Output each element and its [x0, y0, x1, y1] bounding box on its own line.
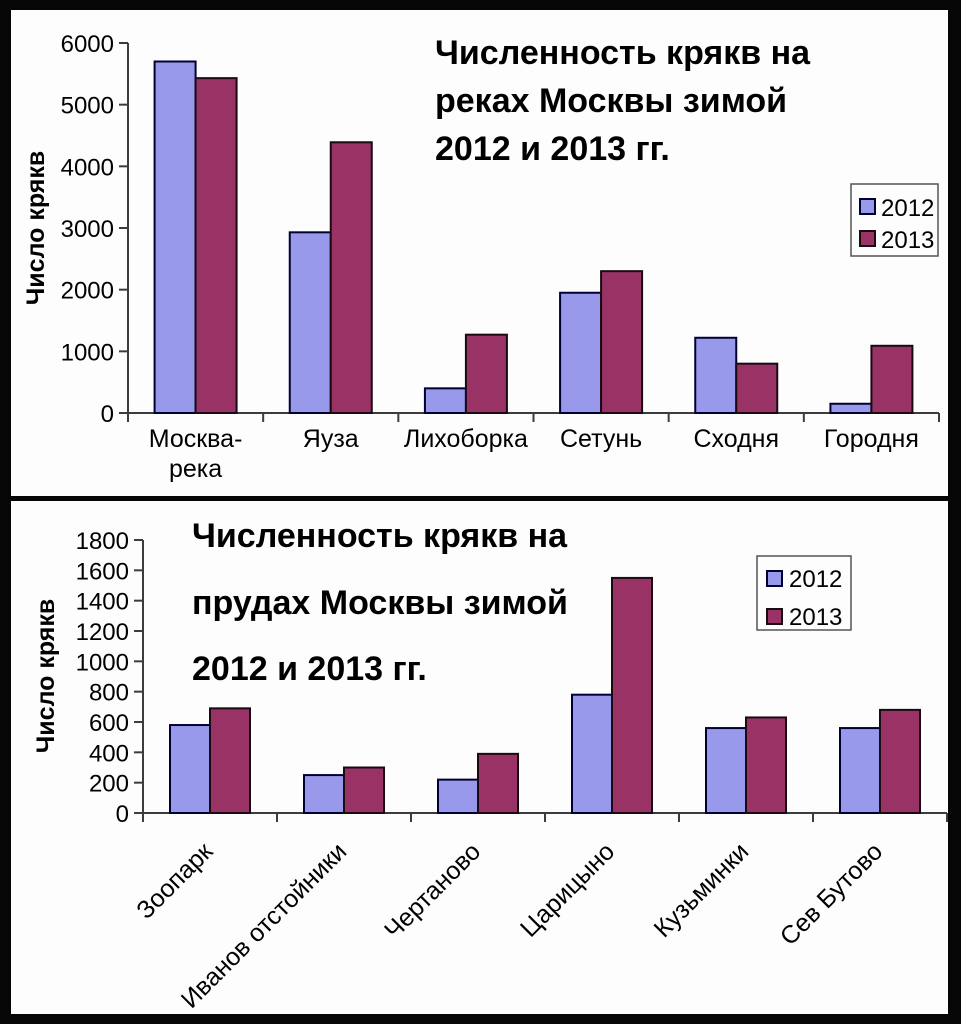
y-tick-label: 800: [89, 680, 129, 707]
chart-title-line: реках Москвы зимой: [435, 82, 787, 120]
legend-swatch-2012: [859, 198, 876, 215]
bar-2013-category-3: [600, 270, 644, 414]
bar-2013-category-1: [343, 766, 385, 814]
y-tick-label: 4000: [61, 154, 114, 181]
bar-2012-category-3: [571, 693, 613, 814]
y-tick-label: 1000: [76, 649, 129, 676]
y-axis-title: Число крякв: [32, 599, 60, 754]
legend-swatch-2013: [766, 608, 783, 625]
chart-title-line: 2012 и 2013 гг.: [192, 650, 427, 688]
y-tick-label: 0: [116, 801, 129, 828]
bar-2013-category-0: [194, 77, 238, 415]
bar-2012-category-0: [169, 724, 211, 815]
y-tick-label: 1200: [76, 619, 129, 646]
x-category-label: Москва-: [149, 425, 243, 453]
y-tick-label: 2000: [61, 278, 114, 305]
bar-2013-category-3: [611, 576, 653, 814]
x-category-label: Сходня: [693, 425, 779, 453]
ponds-bar-chart: Численность крякв на прудах Москвы зимой 2…: [32, 517, 948, 1014]
bar-2012-category-0: [153, 60, 197, 414]
bar-2012-category-4: [705, 727, 747, 814]
y-tick-label: 1600: [76, 558, 129, 585]
chart-title-line: прудах Москвы зимой: [192, 584, 568, 622]
bar-2012-category-1: [288, 231, 332, 414]
x-category-label: Яуза: [303, 425, 359, 453]
rivers-chart-panel: Численность крякв на реках Москвы зимой 20…: [11, 10, 948, 496]
bar-2013-category-2: [464, 333, 508, 414]
y-tick-label: 400: [89, 740, 129, 767]
x-category-label: Зоопарк: [131, 837, 219, 925]
y-tick-label: 200: [89, 771, 129, 798]
y-tick-label: 1000: [61, 339, 114, 366]
legend-label-2012: 2012: [881, 195, 934, 222]
bar-2012-category-1: [303, 774, 345, 815]
y-tick-label: 3000: [61, 216, 114, 243]
y-axis-title: Число крякв: [22, 151, 50, 306]
rivers-bar-chart: Численность крякв на реках Москвы зимой 20…: [22, 31, 940, 483]
y-tick-label: 6000: [61, 31, 114, 58]
legend-label-2013: 2013: [789, 604, 842, 631]
x-category-label: Царицыно: [515, 837, 620, 942]
x-category-label: Лихоборка: [404, 425, 528, 453]
bar-2012-category-5: [839, 727, 881, 814]
bar-2013-category-2: [477, 752, 519, 815]
bar-2013-category-5: [870, 344, 914, 414]
legend-label-2012: 2012: [789, 566, 842, 593]
legend-swatch-2012: [766, 570, 783, 587]
bar-2012-category-4: [694, 336, 738, 414]
x-category-label: Кузьминки: [649, 837, 755, 943]
chart-title-line: Численность крякв на: [435, 34, 811, 72]
chart-title-line: Численность крякв на: [192, 517, 568, 555]
bar-2013-category-4: [745, 716, 787, 814]
bar-2013-category-0: [209, 707, 251, 815]
y-tick-label: 5000: [61, 93, 114, 120]
bar-2013-category-4: [735, 362, 779, 414]
bar-2012-category-2: [423, 387, 467, 415]
ponds-chart-panel: Численность крякв на прудах Москвы зимой 2…: [11, 501, 948, 1014]
chart-title-line: 2012 и 2013 гг.: [435, 130, 670, 168]
legend-label-2013: 2013: [881, 227, 934, 254]
x-category-label: Чертаново: [379, 837, 486, 944]
x-category-label: Сетунь: [560, 425, 642, 453]
legend-swatch-2013: [859, 230, 876, 247]
bar-2012-category-5: [829, 402, 873, 414]
x-category-label: река: [169, 455, 222, 483]
x-category-label: Городня: [824, 425, 919, 453]
x-category-label: Сев Бутово: [775, 837, 889, 951]
bar-2013-category-5: [879, 708, 921, 814]
y-tick-label: 1400: [76, 589, 129, 616]
bar-2012-category-2: [437, 778, 479, 814]
y-tick-label: 600: [89, 710, 129, 737]
y-tick-label: 1800: [76, 528, 129, 555]
bar-2012-category-3: [559, 291, 603, 414]
y-tick-label: 0: [101, 401, 114, 428]
bar-2013-category-1: [329, 141, 373, 415]
